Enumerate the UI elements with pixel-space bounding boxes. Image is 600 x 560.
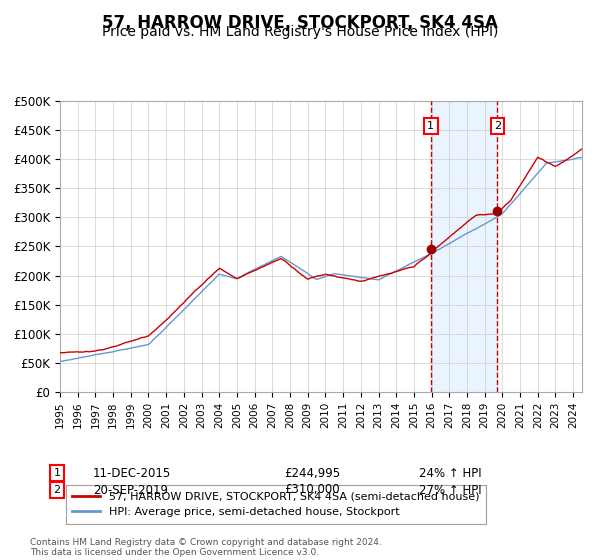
Text: 27% ↑ HPI: 27% ↑ HPI xyxy=(419,483,481,497)
Text: 24% ↑ HPI: 24% ↑ HPI xyxy=(419,466,481,480)
Text: 1: 1 xyxy=(53,468,61,478)
Text: Price paid vs. HM Land Registry's House Price Index (HPI): Price paid vs. HM Land Registry's House … xyxy=(102,25,498,39)
Text: 11-DEC-2015: 11-DEC-2015 xyxy=(93,466,171,480)
Text: £310,000: £310,000 xyxy=(284,483,340,497)
Text: 57, HARROW DRIVE, STOCKPORT, SK4 4SA: 57, HARROW DRIVE, STOCKPORT, SK4 4SA xyxy=(102,14,498,32)
Text: £244,995: £244,995 xyxy=(284,466,340,480)
Bar xyxy=(431,101,497,392)
Text: Contains HM Land Registry data © Crown copyright and database right 2024.
This d: Contains HM Land Registry data © Crown c… xyxy=(30,538,382,557)
Text: 2: 2 xyxy=(494,121,501,131)
Text: 2: 2 xyxy=(53,485,61,495)
Text: 20-SEP-2019: 20-SEP-2019 xyxy=(93,483,168,497)
Legend: 57, HARROW DRIVE, STOCKPORT, SK4 4SA (semi-detached house), HPI: Average price, : 57, HARROW DRIVE, STOCKPORT, SK4 4SA (se… xyxy=(65,485,486,524)
Text: 1: 1 xyxy=(427,121,434,131)
